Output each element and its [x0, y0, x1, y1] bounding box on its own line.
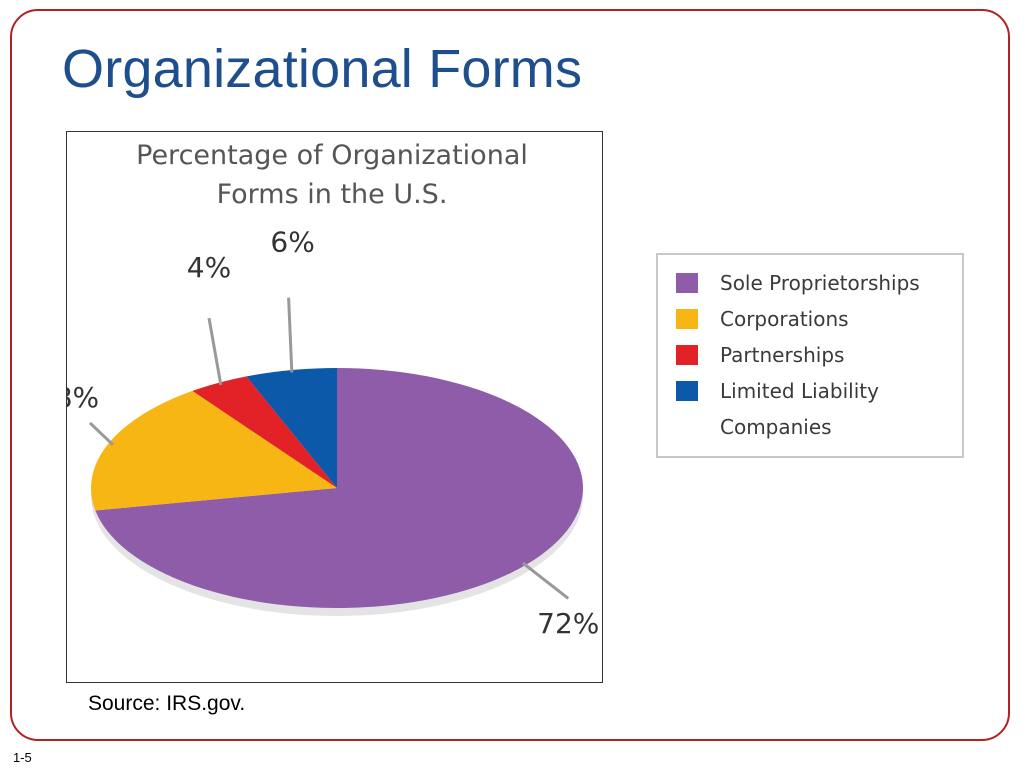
pie-leader-line — [521, 561, 570, 600]
pie-slice-partnerships — [192, 376, 337, 488]
legend-label: Companies — [720, 415, 832, 439]
legend-swatch — [676, 273, 698, 293]
chart-panel: Percentage of Organizational Forms in th… — [66, 131, 603, 683]
slide-frame — [10, 9, 1010, 741]
pie-data-label: 18% — [67, 381, 99, 414]
slide-title: Organizational Forms — [62, 39, 583, 99]
chart-legend: Sole Proprietorships Corporations Partne… — [656, 253, 964, 458]
pie-slice-limited-liability-companies — [246, 368, 337, 488]
pie-slice-corporations — [91, 390, 338, 511]
chart-title-line-1: Percentage of Organizational — [136, 140, 528, 171]
pie-chart: Percentage of Organizational Forms in th… — [67, 140, 599, 640]
pie-slice-sole-proprietorships — [95, 368, 584, 608]
legend-swatch — [676, 345, 698, 365]
pie-leader-line — [287, 297, 294, 373]
legend-swatch — [676, 381, 698, 401]
legend-label: Sole Proprietorships — [720, 271, 920, 295]
legend-label: Limited Liability — [720, 379, 879, 403]
pie-leader-line — [88, 421, 114, 446]
chart-title-line-2: Forms in the U.S. — [217, 179, 448, 210]
pie-data-label: 4% — [187, 251, 231, 284]
legend-swatch — [676, 309, 698, 329]
legend-label: Partnerships — [720, 343, 845, 367]
slide-number: 1-5 — [13, 750, 32, 765]
pie-data-label: 72% — [537, 607, 599, 640]
pie-leader-line — [207, 317, 223, 386]
pie-data-label: 6% — [270, 226, 314, 259]
source-note: Source: IRS.gov. — [88, 692, 246, 715]
legend-label: Corporations — [720, 307, 849, 331]
